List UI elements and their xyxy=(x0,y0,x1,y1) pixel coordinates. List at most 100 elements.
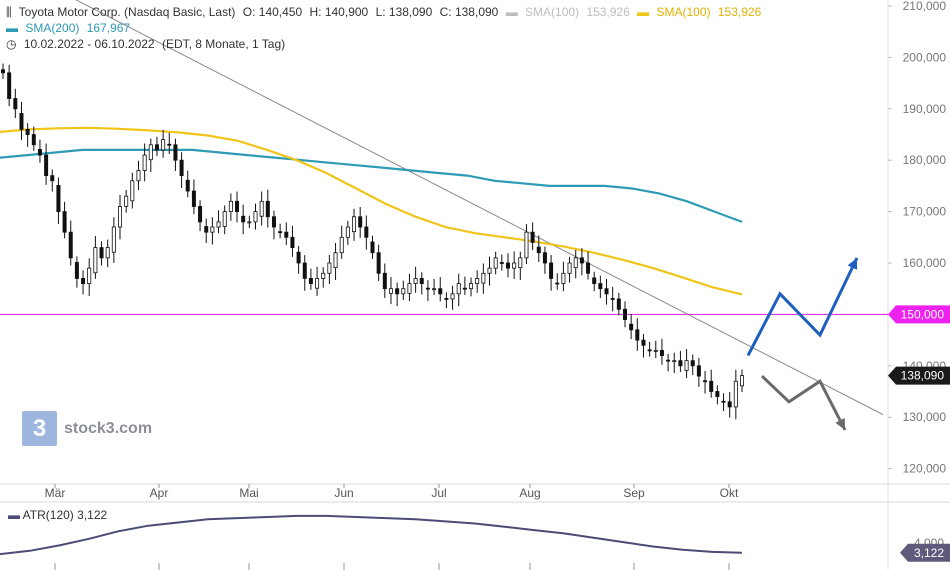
candle xyxy=(74,256,79,288)
candle-body xyxy=(81,278,86,284)
low-value: L: 138,090 xyxy=(375,5,433,19)
candle xyxy=(198,200,203,232)
candle xyxy=(542,246,547,274)
atr-line xyxy=(0,514,743,556)
candle-body xyxy=(703,380,708,383)
candle-body xyxy=(241,215,246,223)
x-tick-label: Mai xyxy=(239,486,258,500)
candle xyxy=(666,353,671,372)
candle xyxy=(99,241,104,266)
candle-body xyxy=(659,349,664,356)
candle xyxy=(709,369,714,398)
candle-body xyxy=(481,272,486,284)
atr-badge-label: 3,122 xyxy=(914,546,944,560)
candle-body xyxy=(87,267,92,284)
sma200-swatch: ▬ xyxy=(6,21,18,35)
candle-body xyxy=(715,391,720,398)
candle xyxy=(370,235,375,259)
close-value: C: 138,090 xyxy=(439,5,499,19)
candle-body xyxy=(321,272,326,279)
candle xyxy=(715,385,720,405)
candle-body xyxy=(542,252,547,264)
candle xyxy=(241,204,246,235)
atr-swatch: ▬ xyxy=(8,508,20,522)
candle-body xyxy=(37,149,42,156)
candle-body xyxy=(352,216,357,233)
candle xyxy=(315,266,320,296)
candle-body xyxy=(635,329,640,341)
candle-body xyxy=(173,144,178,161)
candle-body xyxy=(388,288,393,294)
candle xyxy=(68,220,73,266)
candle xyxy=(432,278,437,295)
candle xyxy=(678,350,683,372)
candle xyxy=(549,255,554,291)
candle xyxy=(37,139,42,163)
candle-body xyxy=(259,200,264,217)
candle-body xyxy=(308,278,313,284)
x-tick-label: Sep xyxy=(623,486,645,500)
candle-body xyxy=(13,98,18,110)
candle xyxy=(235,191,240,223)
candle-body xyxy=(493,257,498,269)
candle-body xyxy=(487,267,492,274)
scenario-arrows-layer xyxy=(746,257,859,431)
candle xyxy=(216,210,221,234)
candle-body xyxy=(530,231,535,243)
candle-body xyxy=(124,195,129,207)
candle xyxy=(308,268,313,290)
candle xyxy=(13,88,18,119)
candle-body xyxy=(161,139,166,151)
candle-body xyxy=(740,375,745,387)
candle xyxy=(204,218,209,243)
candle xyxy=(265,189,270,228)
candle xyxy=(653,340,658,359)
candle-body xyxy=(622,308,627,320)
candle-body xyxy=(579,257,584,264)
candle xyxy=(629,314,634,340)
candle xyxy=(586,251,591,280)
candle xyxy=(364,215,369,250)
x-axis: Mär Apr Mai Jun Jul Aug Sep Okt xyxy=(45,484,739,570)
candle-body xyxy=(105,247,110,259)
candle-body xyxy=(19,113,24,130)
candle-body xyxy=(475,278,480,284)
candle xyxy=(228,193,233,221)
candle-body xyxy=(407,283,412,294)
candle-body xyxy=(549,262,554,279)
candle-body xyxy=(253,211,258,223)
candle-body xyxy=(74,262,79,279)
logo-mark: 3 xyxy=(22,411,57,446)
candle xyxy=(438,277,443,302)
candle xyxy=(118,194,123,240)
candle-body xyxy=(204,226,209,233)
candle xyxy=(154,136,159,157)
candle xyxy=(604,278,609,305)
candle xyxy=(493,251,498,275)
candle xyxy=(647,341,652,357)
candle-body xyxy=(456,283,461,295)
candle-body xyxy=(647,349,652,352)
candle-body xyxy=(505,262,510,269)
candle xyxy=(247,215,252,229)
candle xyxy=(339,225,344,259)
candle-body xyxy=(696,365,701,377)
instrument-title: Toyota Motor Corp. (Nasdaq Basic, Last) xyxy=(18,5,236,19)
candle xyxy=(475,270,480,293)
instrument-icon: ⫼ xyxy=(6,5,12,19)
candle xyxy=(512,251,517,279)
high-value: H: 140,900 xyxy=(309,5,369,19)
candle-body xyxy=(228,200,233,213)
candle xyxy=(271,210,276,240)
candle xyxy=(598,275,603,298)
candle-body xyxy=(610,298,615,300)
candle xyxy=(148,138,153,173)
candle xyxy=(321,267,326,288)
candle-body xyxy=(111,226,116,253)
candle-body xyxy=(616,298,621,310)
candle xyxy=(407,273,412,302)
candle-body xyxy=(413,278,418,284)
candle-body xyxy=(99,247,104,259)
candle-body xyxy=(148,144,153,161)
